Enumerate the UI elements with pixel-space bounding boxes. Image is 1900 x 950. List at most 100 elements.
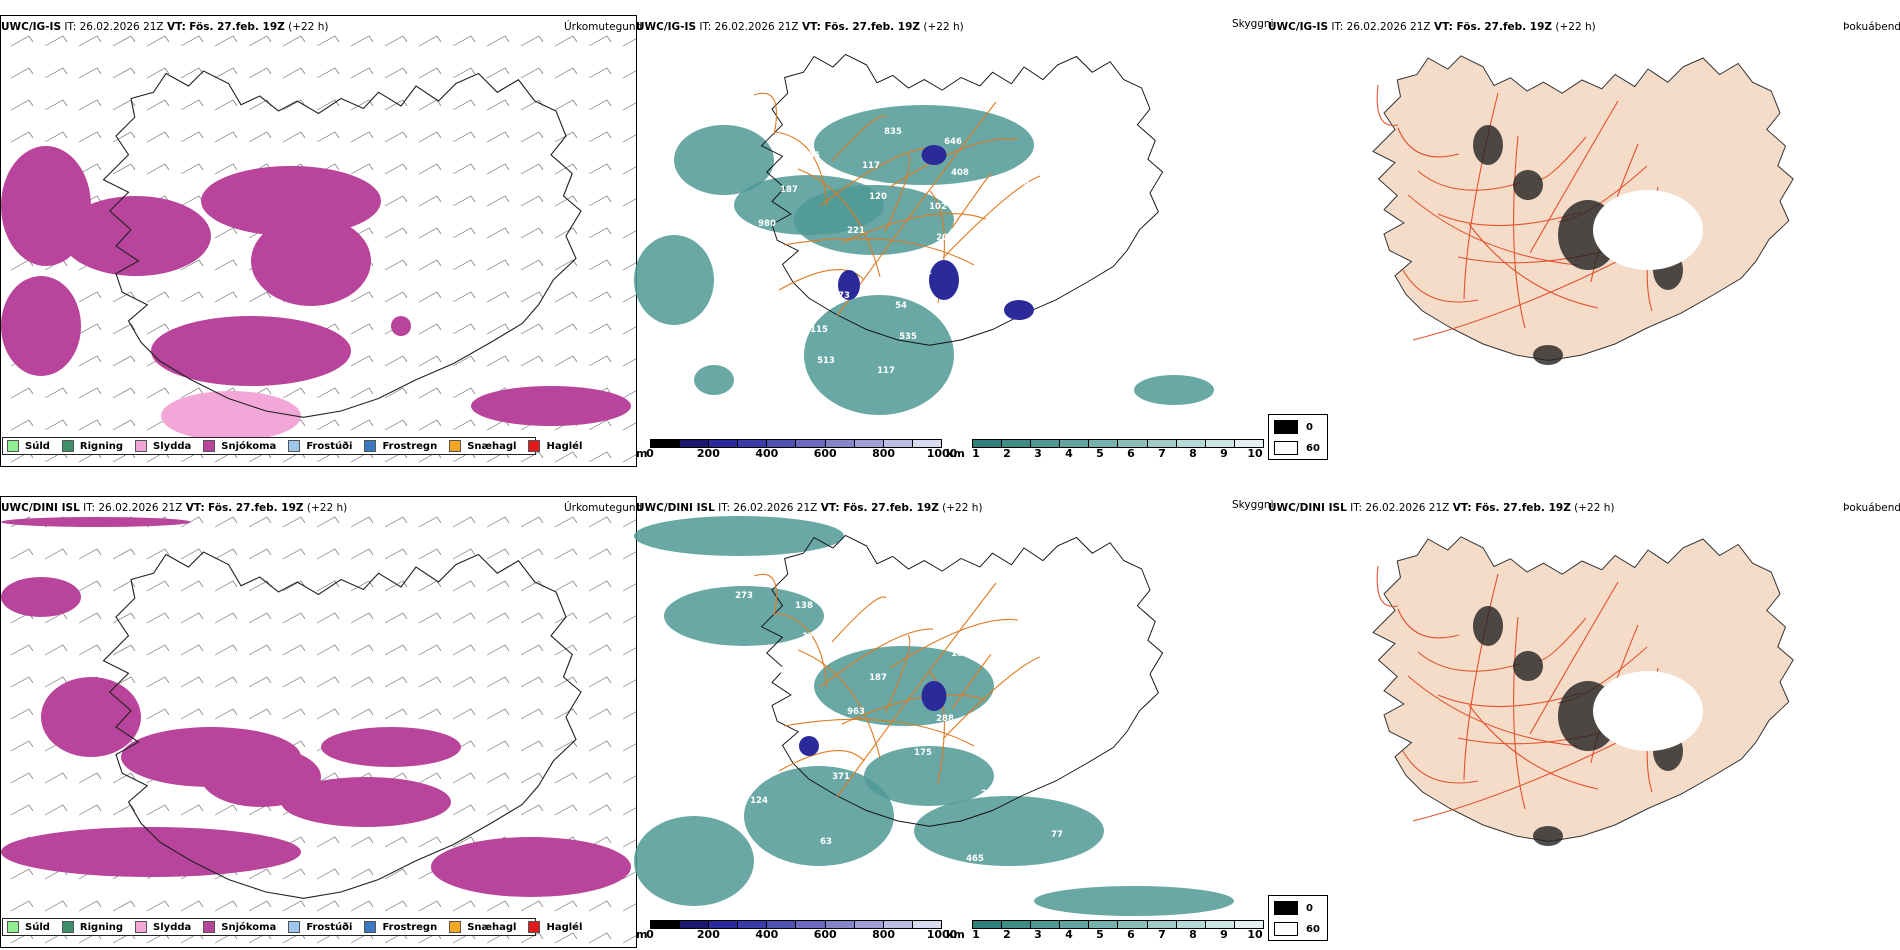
wind-barb (486, 131, 510, 143)
tick-label: 400 (755, 928, 779, 941)
wind-barb (248, 548, 272, 560)
wind-barb (418, 323, 442, 335)
cloud-title: Skyggni (1232, 18, 1274, 30)
visibility-label: 124 (750, 796, 768, 806)
wind-barb (316, 419, 340, 431)
wind-barb (10, 419, 34, 431)
legend-item: Rigning (61, 921, 123, 933)
wind-barb (622, 198, 636, 207)
wind-barb (520, 35, 544, 47)
colorbar-step (912, 440, 941, 447)
low-cloud-area (1004, 300, 1034, 320)
road (889, 618, 1019, 669)
visibility-label: 457 (1003, 274, 1021, 284)
low-visibility-area (794, 185, 954, 255)
wind-barb (146, 676, 170, 688)
road (836, 101, 997, 317)
wind-barb (486, 35, 510, 47)
road (884, 153, 911, 233)
wind-barb (214, 259, 238, 271)
wind-barb (78, 548, 102, 560)
run-header: UWC/IG-IS IT: 26.02.2026 21Z VT: Fös. 27… (636, 21, 964, 33)
wind-barb (112, 804, 136, 816)
precip-legend: Súld Rigning Slydda Snjókoma Frostúði Frostre… (2, 437, 582, 455)
valid-time: VT: Fös. 27.feb. 19Z (801, 21, 921, 33)
wind-barb (112, 355, 136, 367)
legend-item: Frostregn (364, 440, 437, 452)
snow-area (151, 316, 351, 386)
wind-barb (146, 387, 170, 399)
wind-barb (418, 99, 442, 111)
wind-barb (384, 67, 408, 79)
legend-item: Snjókoma (203, 921, 276, 933)
wind-barb (452, 163, 476, 175)
wind-barb (622, 358, 636, 367)
wind-barb (316, 676, 340, 688)
tick-label: 9 (1220, 447, 1228, 460)
wind-barb (10, 67, 34, 79)
wind-barb (554, 676, 578, 688)
wind-barb (214, 99, 238, 111)
wind-barb (554, 163, 578, 175)
road (1397, 608, 1460, 639)
wind-barb (588, 67, 612, 79)
legend-swatch (528, 440, 541, 452)
wind-barb (486, 516, 510, 528)
wind-barb (282, 548, 306, 560)
legend-label: Snjókoma (221, 921, 277, 933)
wind-barb (452, 131, 476, 143)
road (1417, 170, 1521, 191)
fog-map (1372, 55, 1794, 365)
wind-barb (180, 676, 204, 688)
wind-barb (622, 807, 636, 816)
colorbar-step (825, 921, 855, 928)
visibility-label: 77 (1051, 830, 1063, 840)
wind-barb (384, 259, 408, 271)
wind-barb (350, 868, 374, 880)
legend-label: Frostregn (382, 921, 438, 933)
tick-label: 5 (1096, 447, 1104, 460)
wind-barb (146, 323, 170, 335)
tick-label: 2 (1003, 928, 1011, 941)
wind-barb (282, 580, 306, 592)
visibility-label: 341 (750, 315, 768, 325)
wind-barb (452, 99, 476, 111)
colorbar-step (1031, 921, 1061, 928)
wind-barb (554, 612, 578, 624)
wind-barb (180, 644, 204, 656)
wind-barb (282, 676, 306, 688)
wind-barb (78, 35, 102, 47)
wind-barb (112, 900, 136, 912)
wind-barb (554, 580, 578, 592)
road (1468, 223, 1599, 309)
wind-barb (316, 35, 340, 47)
iceland-outline (102, 70, 582, 418)
visibility-label: 95 (969, 373, 981, 383)
wind-barb (214, 163, 238, 175)
fog-legend-value: 60 (1306, 923, 1320, 935)
wind-barb (588, 836, 612, 848)
wind-barb (248, 708, 272, 720)
road (1513, 135, 1526, 329)
wind-barb (316, 548, 340, 560)
wind-barb (146, 900, 170, 912)
height-unit: m (636, 447, 648, 460)
wind-barb (214, 227, 238, 239)
visibility-label: 555 (802, 151, 820, 161)
colorbar-step (1234, 921, 1263, 928)
wind-barb (282, 900, 306, 912)
wind-barb (418, 419, 442, 431)
visibility-panel (634, 35, 1267, 435)
colorbar-step (1060, 921, 1090, 928)
wind-barb (10, 548, 34, 560)
visibility-label: 639 (1018, 690, 1036, 700)
legend-item: Frostúði (288, 440, 352, 452)
wind-barb (452, 836, 476, 848)
wind-barb (350, 355, 374, 367)
run-header: UWC/IG-IS IT: 26.02.2026 21Z VT: Fös. 27… (1268, 21, 1596, 33)
wind-barb (112, 131, 136, 143)
colorbar-step (709, 440, 739, 447)
tick-label: 200 (696, 447, 720, 460)
wind-barb (384, 419, 408, 431)
wind-barb (384, 548, 408, 560)
